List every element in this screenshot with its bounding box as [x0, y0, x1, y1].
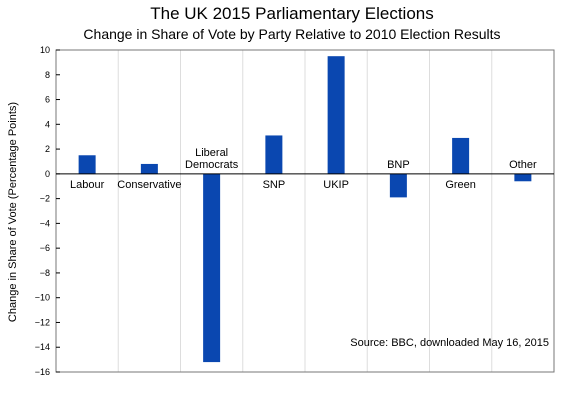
bar-labour	[78, 155, 96, 174]
bars	[78, 56, 532, 363]
y-tick-label: −14	[35, 342, 50, 352]
category-label-green: Green	[445, 179, 476, 191]
bar-conservative	[140, 163, 158, 174]
category-labels: Labour Conservative Liberal Democrats SNP UKI…	[70, 147, 537, 191]
y-tick-label: 6	[45, 95, 50, 105]
y-tick-label: 0	[45, 169, 50, 179]
y-tick-label: −6	[40, 243, 50, 253]
bar-bnp	[389, 173, 407, 198]
y-tick-label: −10	[35, 293, 50, 303]
y-tick-label: −12	[35, 317, 50, 327]
category-label-labour: Labour	[70, 179, 105, 191]
bar-other	[514, 173, 532, 182]
y-tick-label: 2	[45, 144, 50, 154]
bar-ukip	[327, 56, 345, 174]
y-tick-label: 10	[40, 45, 50, 55]
bar-liberal-democrats	[203, 173, 221, 363]
category-label-conservative: Conservative	[117, 179, 181, 191]
y-tick-label: −8	[40, 268, 50, 278]
bar-snp	[265, 135, 283, 174]
plot-frame	[55, 49, 555, 373]
category-label-snp: SNP	[263, 179, 286, 191]
y-tick-label: −2	[40, 194, 50, 204]
y-tick-label: −4	[40, 218, 50, 228]
chart-title: The UK 2015 Parliamentary Elections	[150, 4, 434, 23]
y-axis-ticks: 10 8 6 4 2 0 −2 −4 −6 −8 −10 −12 −14 −16	[35, 45, 60, 377]
category-label-bnp: BNP	[387, 159, 410, 171]
y-tick-label: −16	[35, 367, 50, 377]
category-label-ukip: UKIP	[323, 179, 349, 191]
category-label-liberal-democrats: Liberal Democrats	[185, 147, 239, 171]
source-annotation: Source: BBC, downloaded May 16, 2015	[350, 337, 549, 349]
chart-subtitle: Change in Share of Vote by Party Relativ…	[83, 26, 501, 42]
gridlines	[117, 50, 493, 372]
y-axis-label: Change in Share of Vote (Percentage Poin…	[7, 102, 19, 322]
y-tick-label: 4	[45, 119, 50, 129]
category-label-other: Other	[509, 159, 537, 171]
y-tick-label: 8	[45, 70, 50, 80]
bar-green	[452, 137, 470, 174]
